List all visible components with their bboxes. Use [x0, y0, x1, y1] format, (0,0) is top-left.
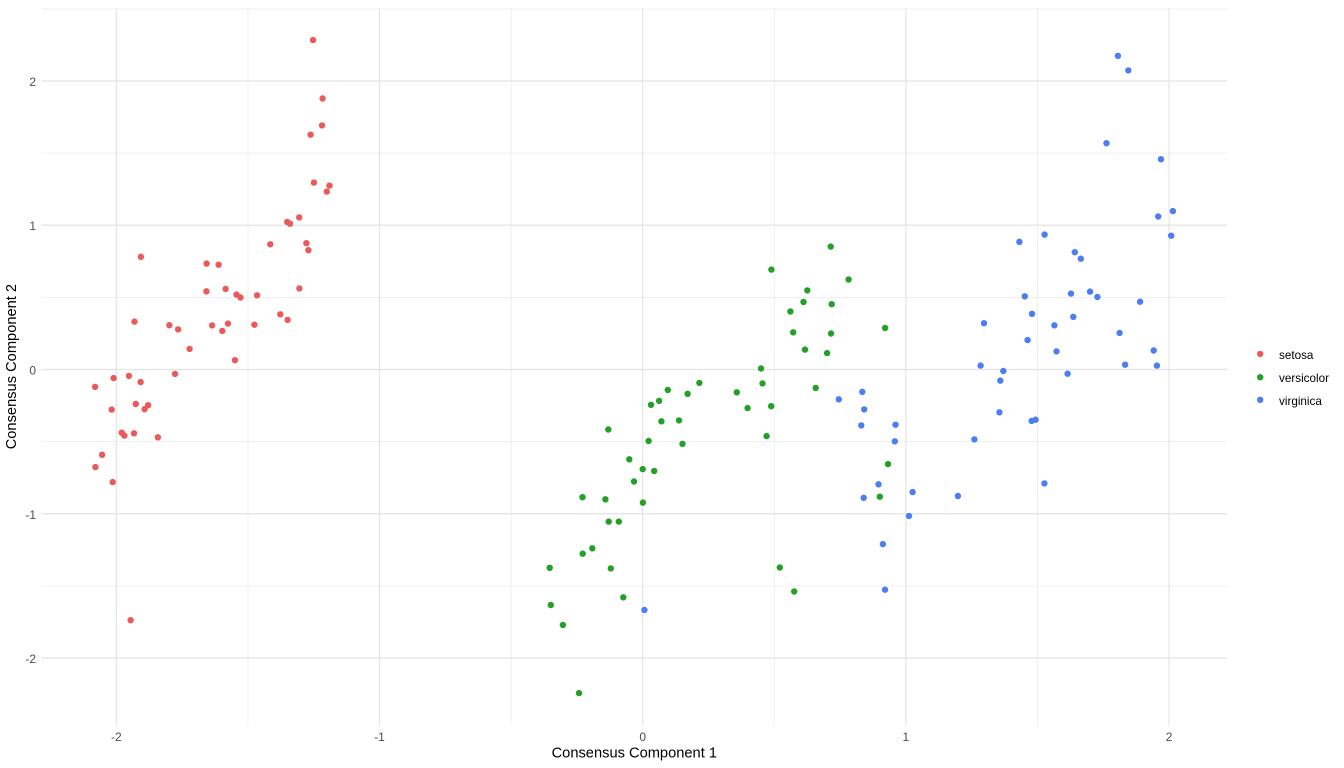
svg-text:Consensus Component 1: Consensus Component 1 [552, 746, 717, 762]
svg-text:2: 2 [1166, 730, 1173, 744]
svg-text:0: 0 [29, 364, 36, 378]
svg-text:-1: -1 [25, 508, 36, 522]
svg-text:1: 1 [29, 219, 36, 233]
svg-text:-1: -1 [374, 730, 385, 744]
svg-text:virginica: virginica [1279, 395, 1322, 408]
svg-text:setosa: setosa [1279, 349, 1314, 362]
svg-text:1: 1 [903, 730, 910, 744]
svg-text:Consensus Component 2: Consensus Component 2 [4, 284, 20, 449]
svg-text:-2: -2 [25, 652, 36, 666]
svg-text:versicolor: versicolor [1279, 372, 1329, 385]
svg-text:2: 2 [29, 75, 36, 89]
svg-text:0: 0 [639, 730, 646, 744]
svg-text:-2: -2 [111, 730, 122, 744]
